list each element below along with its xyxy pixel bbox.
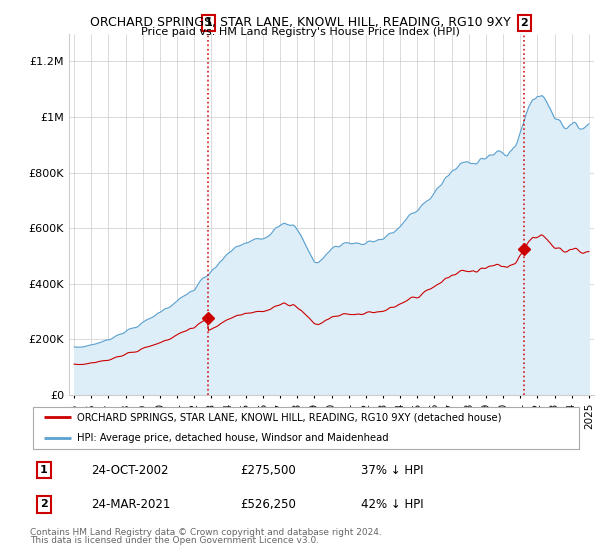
Text: £275,500: £275,500	[240, 464, 296, 477]
FancyBboxPatch shape	[33, 407, 579, 449]
Text: 2: 2	[520, 18, 528, 28]
Text: HPI: Average price, detached house, Windsor and Maidenhead: HPI: Average price, detached house, Wind…	[77, 433, 389, 444]
Text: 1: 1	[40, 465, 47, 475]
Text: 37% ↓ HPI: 37% ↓ HPI	[361, 464, 424, 477]
Text: 24-OCT-2002: 24-OCT-2002	[91, 464, 168, 477]
Text: 42% ↓ HPI: 42% ↓ HPI	[361, 498, 424, 511]
Text: 1: 1	[205, 18, 212, 28]
Text: 24-MAR-2021: 24-MAR-2021	[91, 498, 170, 511]
Text: ORCHARD SPRINGS, STAR LANE, KNOWL HILL, READING, RG10 9XY (detached house): ORCHARD SPRINGS, STAR LANE, KNOWL HILL, …	[77, 412, 502, 422]
Text: ORCHARD SPRINGS, STAR LANE, KNOWL HILL, READING, RG10 9XY: ORCHARD SPRINGS, STAR LANE, KNOWL HILL, …	[89, 16, 511, 29]
Text: Price paid vs. HM Land Registry's House Price Index (HPI): Price paid vs. HM Land Registry's House …	[140, 27, 460, 37]
Text: £526,250: £526,250	[240, 498, 296, 511]
Text: This data is licensed under the Open Government Licence v3.0.: This data is licensed under the Open Gov…	[30, 536, 319, 545]
Text: Contains HM Land Registry data © Crown copyright and database right 2024.: Contains HM Land Registry data © Crown c…	[30, 528, 382, 536]
Text: 2: 2	[40, 500, 47, 510]
